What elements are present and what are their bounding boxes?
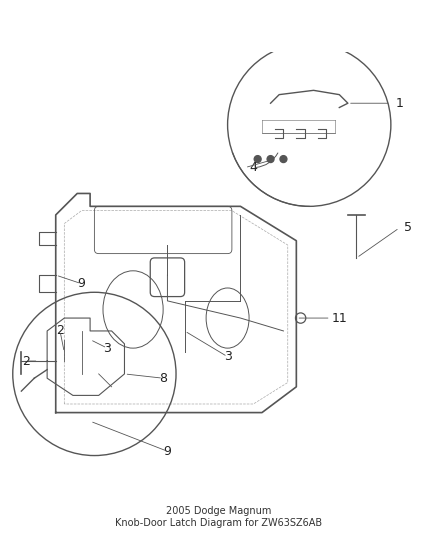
Circle shape bbox=[254, 156, 261, 163]
Text: 5: 5 bbox=[404, 221, 412, 235]
Text: 2005 Dodge Magnum
Knob-Door Latch Diagram for ZW63SZ6AB: 2005 Dodge Magnum Knob-Door Latch Diagra… bbox=[116, 506, 322, 528]
Text: 4: 4 bbox=[249, 161, 257, 174]
Text: 1: 1 bbox=[396, 96, 403, 110]
Text: 8: 8 bbox=[159, 372, 167, 385]
Text: 3: 3 bbox=[103, 342, 111, 354]
Text: 3: 3 bbox=[224, 350, 232, 363]
Text: 11: 11 bbox=[332, 312, 347, 325]
Text: 2: 2 bbox=[22, 354, 30, 368]
Circle shape bbox=[280, 156, 287, 163]
Text: 9: 9 bbox=[163, 445, 171, 458]
Text: 9: 9 bbox=[78, 277, 85, 290]
Circle shape bbox=[267, 156, 274, 163]
Text: 2: 2 bbox=[56, 325, 64, 337]
